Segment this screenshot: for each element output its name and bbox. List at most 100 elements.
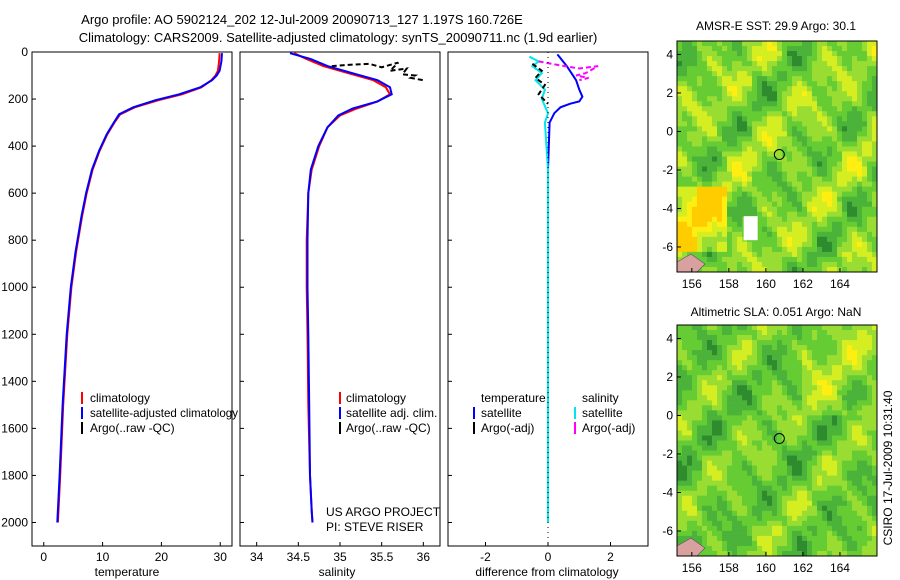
- heatmap-cell: [712, 236, 718, 243]
- heatmap-cell: [797, 111, 803, 117]
- heatmap-cell: [787, 131, 793, 137]
- heatmap-cell: [842, 380, 848, 386]
- heatmap-cell: [832, 226, 838, 233]
- heatmap-cell: [817, 425, 823, 431]
- heatmap-cell: [777, 226, 783, 233]
- heatmap-cell: [782, 191, 788, 198]
- heatmap-cell: [792, 440, 798, 446]
- heatmap-cell: [792, 156, 798, 162]
- heatmap-cell: [832, 141, 838, 147]
- heatmap-cell: [832, 340, 838, 346]
- x-tick-label: 158: [719, 277, 739, 291]
- heatmap-cell: [702, 430, 708, 436]
- heatmap-cell: [682, 156, 688, 162]
- heatmap-cell: [732, 71, 738, 77]
- heatmap-cell: [682, 111, 688, 117]
- heatmap-cell: [772, 141, 778, 147]
- heatmap-cell: [777, 256, 783, 263]
- heatmap-cell: [837, 71, 843, 77]
- heatmap-cell: [792, 380, 798, 386]
- heatmap-cell: [752, 370, 758, 376]
- heatmap-cell: [872, 520, 878, 527]
- heatmap-cell: [767, 256, 773, 263]
- heatmap-cell: [677, 231, 683, 238]
- heatmap-cell: [717, 76, 723, 82]
- heatmap-cell: [697, 420, 703, 426]
- heatmap-cell: [747, 475, 753, 482]
- heatmap-cell: [752, 485, 758, 492]
- heatmap-cell: [847, 201, 853, 208]
- y-tick-label: 0: [666, 124, 673, 138]
- heatmap-cell: [867, 425, 873, 431]
- heatmap-cell: [752, 156, 758, 162]
- heatmap-cell: [732, 56, 738, 62]
- heatmap-cell: [722, 251, 728, 258]
- heatmap-cell: [792, 231, 798, 238]
- heatmap-cell: [677, 216, 683, 223]
- heatmap-cell: [862, 46, 868, 52]
- heatmap-cell: [782, 251, 788, 258]
- heatmap-cell: [807, 415, 813, 421]
- heatmap-cell: [702, 171, 708, 177]
- heatmap-cell: [752, 251, 758, 258]
- heatmap-cell: [782, 440, 788, 446]
- heatmap-cell: [832, 525, 838, 532]
- heatmap-cell: [837, 226, 843, 233]
- heatmap-cell: [802, 206, 808, 213]
- heatmap-cell: [812, 256, 818, 263]
- heatmap-cell: [677, 475, 683, 482]
- heatmap-cell: [677, 171, 683, 177]
- heatmap-cell: [772, 201, 778, 208]
- heatmap-cell: [702, 176, 708, 183]
- heatmap-cell: [842, 325, 848, 331]
- heatmap-cell: [747, 141, 753, 147]
- heatmap-cell: [817, 500, 823, 507]
- heatmap-cell: [772, 266, 778, 273]
- heatmap-cell: [757, 460, 763, 467]
- series-line-salinity-argo-adj-: [538, 60, 599, 82]
- heatmap-cell: [782, 490, 788, 497]
- heatmap-cell: [827, 41, 833, 47]
- heatmap-cell: [827, 445, 833, 451]
- heatmap-cell: [817, 226, 823, 233]
- heatmap-cell: [677, 136, 683, 142]
- heatmap-cell: [702, 550, 708, 557]
- y-tick-label: 4: [666, 47, 673, 61]
- heatmap-cell: [862, 116, 868, 122]
- heatmap-cell: [712, 465, 718, 472]
- heatmap-cell: [867, 161, 873, 167]
- heatmap-cell: [767, 490, 773, 497]
- heatmap-cell: [847, 350, 853, 356]
- heatmap-cell: [857, 246, 863, 253]
- heatmap-cell: [812, 455, 818, 461]
- heatmap-cell: [712, 450, 718, 456]
- heatmap-cell: [762, 345, 768, 351]
- heatmap-cell: [752, 86, 758, 92]
- heatmap-cell: [792, 61, 798, 67]
- heatmap-cell: [767, 430, 773, 436]
- heatmap-cell: [842, 156, 848, 162]
- heatmap-cell: [712, 420, 718, 426]
- heatmap-cell: [722, 530, 728, 537]
- heatmap-cell: [792, 236, 798, 243]
- heatmap-cell: [782, 510, 788, 517]
- heatmap-cell: [682, 101, 688, 107]
- heatmap-cell: [757, 126, 763, 132]
- heatmap-cell: [762, 340, 768, 346]
- heatmap-cell: [837, 46, 843, 52]
- heatmap-cell: [807, 236, 813, 243]
- heatmap-cell: [677, 370, 683, 376]
- sla-map-frame: [676, 324, 878, 557]
- heatmap-cell: [817, 390, 823, 396]
- heatmap-cell: [747, 96, 753, 102]
- heatmap-cell: [692, 535, 698, 542]
- heatmap-cell: [727, 116, 733, 122]
- heatmap-cell: [722, 465, 728, 472]
- heatmap-cell: [737, 410, 743, 416]
- heatmap-cell: [807, 251, 813, 258]
- heatmap-cell: [777, 500, 783, 507]
- heatmap-cell: [762, 400, 768, 406]
- heatmap-cell: [862, 365, 868, 371]
- heatmap-cell: [767, 131, 773, 137]
- heatmap-cell: [762, 51, 768, 57]
